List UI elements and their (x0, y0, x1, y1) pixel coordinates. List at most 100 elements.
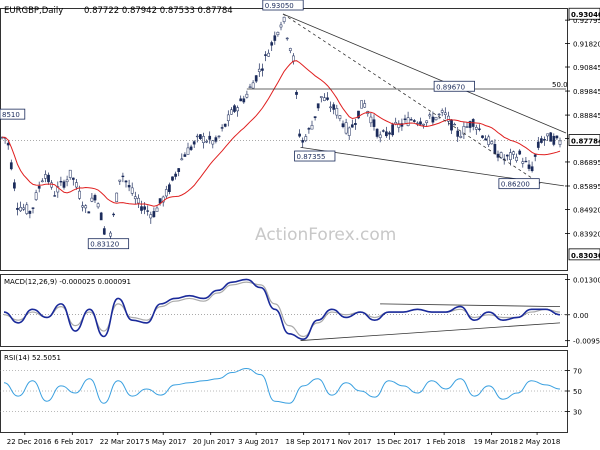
candle-body (276, 31, 280, 35)
bottom-marker-label: 0.83030 (571, 252, 600, 260)
candle-body (341, 123, 345, 128)
candle-body (78, 190, 81, 199)
candle (319, 96, 323, 103)
candle-body (474, 127, 478, 130)
candle-body (521, 161, 525, 164)
candle (385, 126, 388, 138)
price-tick-label: 0.86895 (573, 159, 600, 167)
candle (443, 107, 447, 120)
price-tick-label: 0.92795 (573, 17, 600, 25)
candle (440, 108, 444, 117)
candle (388, 130, 391, 140)
panel-frame (0, 274, 568, 347)
x-tick-label: 20 Jun 2017 (193, 438, 235, 446)
candle-body (112, 213, 115, 216)
price-annotation-label: 8510 (2, 111, 20, 119)
candle (357, 110, 360, 120)
candle-body (236, 107, 239, 112)
candle (121, 172, 125, 183)
candle-body (16, 207, 19, 210)
x-tick-label: 22 Dec 2016 (7, 438, 52, 446)
candle-body (267, 52, 270, 57)
candle (298, 129, 301, 138)
candle (341, 120, 345, 129)
candle-body (425, 120, 429, 124)
candle (437, 112, 441, 120)
candle (236, 105, 239, 117)
candle-body (242, 98, 246, 103)
candle-body (350, 124, 354, 128)
candle (50, 180, 53, 190)
candle (540, 135, 543, 144)
candle-body (56, 186, 60, 193)
candle-body (338, 115, 342, 119)
candle (62, 179, 66, 190)
candle-body (28, 210, 32, 214)
candle-body (416, 122, 419, 125)
candle-body (388, 132, 391, 135)
candle (267, 49, 270, 57)
x-tick-label: 22 Mar 2017 (100, 438, 144, 446)
candle (344, 118, 348, 135)
candle-body (248, 86, 252, 88)
candle-body (143, 206, 146, 210)
x-tick-label: 1 Feb 2018 (426, 438, 465, 446)
candle-body (406, 117, 410, 126)
candle (137, 194, 140, 208)
candle-body (195, 135, 199, 138)
candle-body (524, 160, 528, 163)
candle (326, 92, 329, 101)
candle-body (372, 119, 376, 127)
candle-body (434, 117, 438, 121)
candle (65, 175, 69, 187)
candle-body (505, 154, 509, 157)
candle (378, 131, 382, 143)
macd-tick-label: -0.009538 (573, 338, 600, 346)
candle-body (84, 205, 88, 209)
candle (155, 206, 159, 212)
price-panel: 0.927950.918200.908450.898450.888450.878… (0, 0, 600, 271)
bottom-marker-box (568, 248, 600, 261)
candle (118, 179, 122, 185)
candle (53, 191, 57, 197)
candle (140, 200, 143, 214)
candle (16, 202, 19, 216)
top-marker-label: 0.93040 (571, 11, 600, 19)
candle (183, 152, 187, 157)
candle-body (509, 152, 512, 160)
candle (28, 210, 32, 219)
candle-body (53, 195, 57, 197)
candle-body (199, 134, 202, 140)
candle (164, 185, 168, 199)
candle (90, 193, 94, 203)
candle-body (208, 135, 212, 140)
candle (9, 159, 13, 171)
candle-body (31, 207, 35, 209)
watermark: ActionForex.com (255, 225, 396, 245)
candle (372, 114, 376, 131)
rsi-tick-label: 50 (573, 388, 582, 396)
candle (536, 136, 540, 151)
candle-body (335, 108, 339, 116)
candle-body (310, 125, 314, 130)
candle (40, 178, 44, 183)
candles (0, 16, 562, 250)
macd-panel: MACD(12,26,9) -0.000025 0.000091 0.01300 0… (0, 274, 600, 347)
candle-body (363, 103, 367, 108)
candle-body (437, 113, 441, 116)
candle (499, 151, 503, 159)
price-annotation-label: 0.87355 (297, 153, 326, 161)
candle (75, 179, 78, 190)
candle-body (44, 174, 47, 179)
candle-body (478, 128, 481, 130)
candle (462, 121, 466, 140)
candle (146, 205, 150, 216)
x-tick-label: 5 May 2017 (145, 438, 186, 446)
candle (257, 63, 261, 77)
candle-body (171, 176, 174, 181)
candle-body (164, 189, 168, 197)
candle (453, 122, 456, 126)
macd-tick-label: 0.00 (573, 312, 589, 320)
candle-body (137, 197, 140, 204)
